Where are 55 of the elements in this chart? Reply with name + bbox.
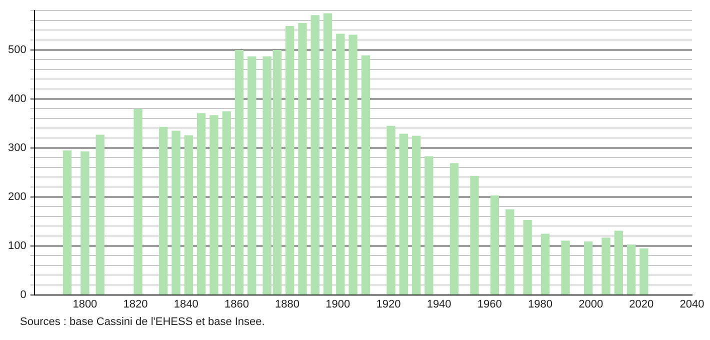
- bar: [80, 151, 90, 295]
- x-tick-label: 1920: [376, 298, 401, 310]
- bar: [361, 55, 370, 295]
- bar: [386, 126, 396, 295]
- bar: [196, 113, 206, 295]
- x-tick-label: 2000: [578, 298, 604, 310]
- bar: [348, 34, 358, 295]
- bar: [134, 108, 142, 295]
- bar: [323, 13, 332, 295]
- x-tick-label: 1860: [224, 298, 249, 310]
- bar: [184, 135, 193, 295]
- bar: [248, 56, 256, 295]
- x-tick-label: 1900: [326, 298, 350, 310]
- bar: [336, 34, 345, 295]
- x-tick-label: 1840: [174, 298, 198, 310]
- bar: [412, 136, 421, 295]
- bar: [424, 156, 434, 295]
- y-tick-label: 300: [8, 142, 26, 154]
- bar: [614, 230, 623, 295]
- bar: [222, 111, 231, 295]
- bar: [561, 240, 570, 295]
- y-tick-label: 0: [20, 288, 26, 301]
- x-tick-label: 1800: [72, 298, 98, 310]
- x-tick-label: 1960: [477, 298, 502, 310]
- source-note: Sources : base Cassini de l'EHESS et base Insee.: [20, 316, 266, 328]
- x-tick-label: 1820: [123, 298, 148, 310]
- y-tick-label: 100: [8, 240, 26, 252]
- bar: [159, 126, 168, 295]
- bar: [584, 242, 593, 295]
- bar: [172, 130, 180, 295]
- bar: [540, 234, 550, 295]
- y-tick-label: 400: [8, 92, 26, 105]
- bar: [506, 209, 514, 295]
- bar: [602, 238, 610, 295]
- bar: [234, 50, 244, 295]
- bar: [210, 115, 218, 295]
- bar: [285, 26, 294, 295]
- bar: [640, 248, 648, 295]
- bar: [490, 195, 500, 295]
- bar: [523, 220, 532, 295]
- bar: [399, 134, 408, 295]
- bar: [310, 15, 320, 295]
- bar: [450, 163, 459, 295]
- bar: [626, 244, 636, 295]
- x-tick-label: 2040: [680, 298, 704, 310]
- bar: [298, 23, 307, 295]
- x-tick-label: 2020: [629, 298, 654, 310]
- y-tick-label: 500: [8, 44, 26, 56]
- y-tick-label: 200: [8, 190, 26, 203]
- x-tick-label: 1940: [426, 298, 452, 310]
- bar: [96, 134, 104, 295]
- x-tick-label: 1980: [528, 298, 552, 310]
- bar: [470, 176, 479, 295]
- x-tick-label: 1880: [275, 298, 300, 310]
- bar: [62, 150, 72, 295]
